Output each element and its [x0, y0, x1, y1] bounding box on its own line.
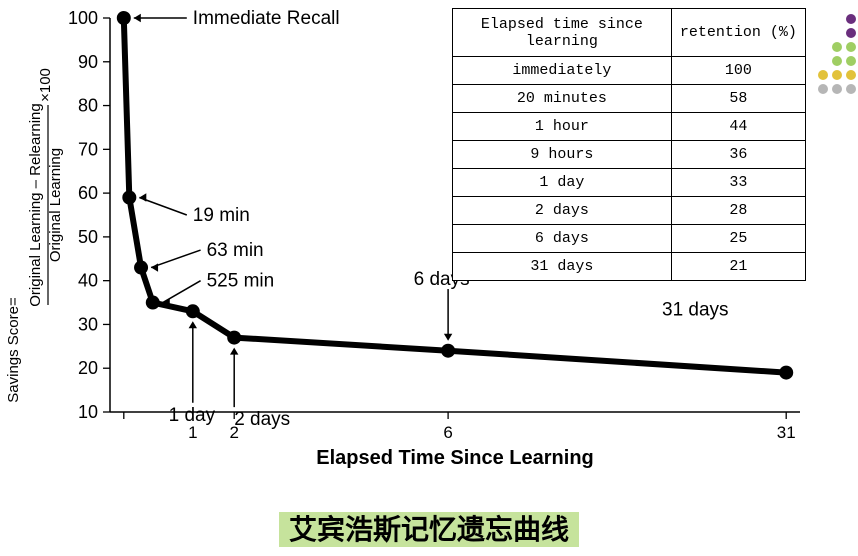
- table-cell: 36: [671, 141, 805, 169]
- svg-text:1: 1: [188, 423, 197, 442]
- table-row: 9 hours36: [453, 141, 806, 169]
- decor-dot: [832, 56, 842, 66]
- table-cell: 44: [671, 113, 805, 141]
- decor-dot: [818, 84, 828, 94]
- chart-caption-text: 艾宾浩斯记忆遗忘曲线: [279, 512, 579, 547]
- decor-dot: [832, 84, 842, 94]
- table-cell: 9 hours: [453, 141, 672, 169]
- chart-caption: 艾宾浩斯记忆遗忘曲线: [0, 508, 858, 548]
- svg-text:19 min: 19 min: [193, 205, 250, 226]
- svg-text:90: 90: [78, 52, 98, 72]
- svg-text:50: 50: [78, 227, 98, 247]
- table-row: 1 day33: [453, 169, 806, 197]
- retention-table: Elapsed time since learningretention (%)…: [452, 8, 806, 281]
- table-cell: 100: [671, 57, 805, 85]
- table-row: 1 hour44: [453, 113, 806, 141]
- table-row: 6 days25: [453, 225, 806, 253]
- svg-text:Original Learning: Original Learning: [47, 148, 64, 262]
- decor-dot: [846, 14, 856, 24]
- svg-text:525 min: 525 min: [207, 271, 275, 292]
- svg-text:1 day: 1 day: [169, 405, 216, 426]
- table-row: 31 days21: [453, 253, 806, 281]
- svg-text:2 days: 2 days: [234, 409, 290, 430]
- svg-text:70: 70: [78, 139, 98, 159]
- table-cell: 25: [671, 225, 805, 253]
- decor-dot: [832, 42, 842, 52]
- svg-text:10: 10: [78, 402, 98, 422]
- svg-text:80: 80: [78, 96, 98, 116]
- table-cell: 6 days: [453, 225, 672, 253]
- svg-text:6: 6: [443, 423, 452, 442]
- table-cell: 2 days: [453, 197, 672, 225]
- svg-text:Original Learning – Relearning: Original Learning – Relearning: [27, 103, 44, 306]
- decor-dot: [832, 70, 842, 80]
- table-header-row: Elapsed time since learningretention (%): [453, 9, 806, 57]
- table-cell: 1 hour: [453, 113, 672, 141]
- table-cell: 31 days: [453, 253, 672, 281]
- decor-dot: [846, 56, 856, 66]
- svg-text:100: 100: [68, 8, 98, 28]
- table-cell: 58: [671, 85, 805, 113]
- table-row: immediately100: [453, 57, 806, 85]
- table-cell: 28: [671, 197, 805, 225]
- table-header-cell: Elapsed time since learning: [453, 9, 672, 57]
- decor-dot: [846, 42, 856, 52]
- svg-text:20: 20: [78, 358, 98, 378]
- svg-text:Elapsed Time Since Learning: Elapsed Time Since Learning: [316, 447, 594, 469]
- table-cell: 20 minutes: [453, 85, 672, 113]
- svg-text:31 days: 31 days: [662, 300, 729, 321]
- table-row: 2 days28: [453, 197, 806, 225]
- svg-text:Savings Score=: Savings Score=: [5, 297, 22, 403]
- decor-dot: [846, 70, 856, 80]
- table-row: 20 minutes58: [453, 85, 806, 113]
- svg-text:30: 30: [78, 314, 98, 334]
- svg-text:63 min: 63 min: [207, 240, 264, 261]
- svg-text:×100: ×100: [37, 68, 54, 102]
- table-cell: 21: [671, 253, 805, 281]
- table-cell: 1 day: [453, 169, 672, 197]
- decor-dot: [846, 28, 856, 38]
- table-cell: 33: [671, 169, 805, 197]
- table-header-cell: retention (%): [671, 9, 805, 57]
- decor-dot: [846, 84, 856, 94]
- svg-text:Immediate Recall: Immediate Recall: [193, 8, 340, 29]
- svg-text:40: 40: [78, 271, 98, 291]
- table-cell: immediately: [453, 57, 672, 85]
- decor-dot: [818, 70, 828, 80]
- svg-text:60: 60: [78, 183, 98, 203]
- svg-text:31: 31: [777, 423, 796, 442]
